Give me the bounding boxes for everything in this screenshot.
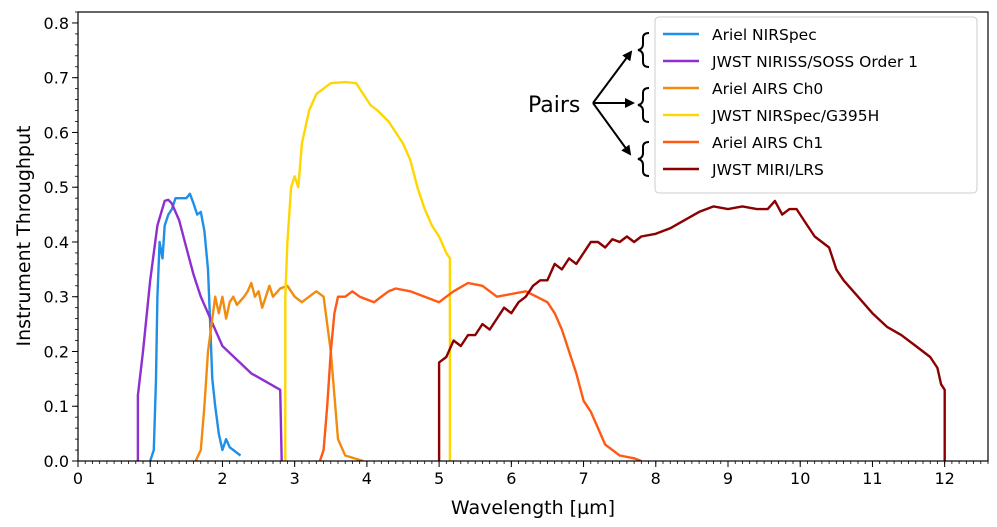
legend-label-4: Ariel AIRS Ch1 — [712, 134, 823, 152]
pairs-label: Pairs — [528, 93, 580, 118]
legend-box — [654, 16, 978, 194]
pair-brace-mid — [637, 87, 650, 123]
x-tick-label: 4 — [362, 469, 372, 488]
y-tick-label: 0.7 — [44, 69, 69, 88]
legend: Ariel NIRSpec JWST NIRISS/SOSS Order 1 Ari… — [654, 16, 978, 194]
x-tick-label: 3 — [290, 469, 300, 488]
series-line-0 — [149, 192, 242, 461]
y-axis: 0.0 0.1 0.2 0.3 0.4 0.5 0.6 0.7 0.8 — [44, 14, 78, 471]
x-axis: 0 1 2 3 4 5 6 7 8 9 10 11 12 — [73, 461, 955, 488]
x-axis-title: Wavelength [µm] — [451, 497, 615, 519]
y-tick-label: 0.2 — [44, 342, 69, 361]
pair-brace-top — [637, 32, 650, 68]
pairs-arrow-top — [592, 50, 633, 104]
x-tick-label: 6 — [506, 469, 516, 488]
series-layer — [136, 80, 946, 461]
y-tick-label: 0.0 — [44, 452, 69, 471]
series-line-2 — [194, 281, 364, 461]
y-tick-label: 0.1 — [44, 397, 69, 416]
y-tick-label: 0.5 — [44, 178, 69, 197]
legend-label-1: JWST NIRISS/SOSS Order 1 — [711, 53, 918, 71]
legend-label-2: Ariel AIRS Ch0 — [712, 80, 823, 98]
legend-label-0: Ariel NIRSpec — [712, 26, 817, 44]
pairs-arrow-bottom — [592, 102, 632, 156]
y-tick-label: 0.6 — [44, 123, 69, 142]
x-tick-label: 2 — [217, 469, 227, 488]
y-tick-label: 0.8 — [44, 14, 69, 33]
pairs-annotation: Pairs — [528, 32, 650, 177]
y-axis-title: Instrument Throughput — [13, 126, 35, 347]
x-tick-label: 10 — [790, 469, 810, 488]
series-line-4 — [318, 281, 642, 461]
pair-brace-bottom — [637, 141, 650, 177]
y-tick-label: 0.3 — [44, 288, 69, 307]
series-line-3 — [284, 80, 452, 461]
series-line-5 — [437, 199, 946, 461]
x-tick-label: 5 — [434, 469, 444, 488]
x-tick-label: 12 — [934, 469, 954, 488]
x-tick-label: 9 — [723, 469, 733, 488]
x-tick-label: 8 — [651, 469, 661, 488]
plot-frame — [77, 11, 989, 462]
series-line-1 — [136, 198, 283, 461]
legend-label-5: JWST MIRI/LRS — [711, 161, 824, 179]
y-tick-label: 0.4 — [44, 233, 69, 252]
x-tick-label: 1 — [145, 469, 155, 488]
x-tick-label: 7 — [578, 469, 588, 488]
legend-items: Ariel NIRSpec JWST NIRISS/SOSS Order 1 Ari… — [663, 26, 918, 179]
x-tick-label: 0 — [73, 469, 83, 488]
legend-label-3: JWST NIRSpec/G395H — [711, 107, 879, 125]
x-tick-label: 11 — [862, 469, 882, 488]
